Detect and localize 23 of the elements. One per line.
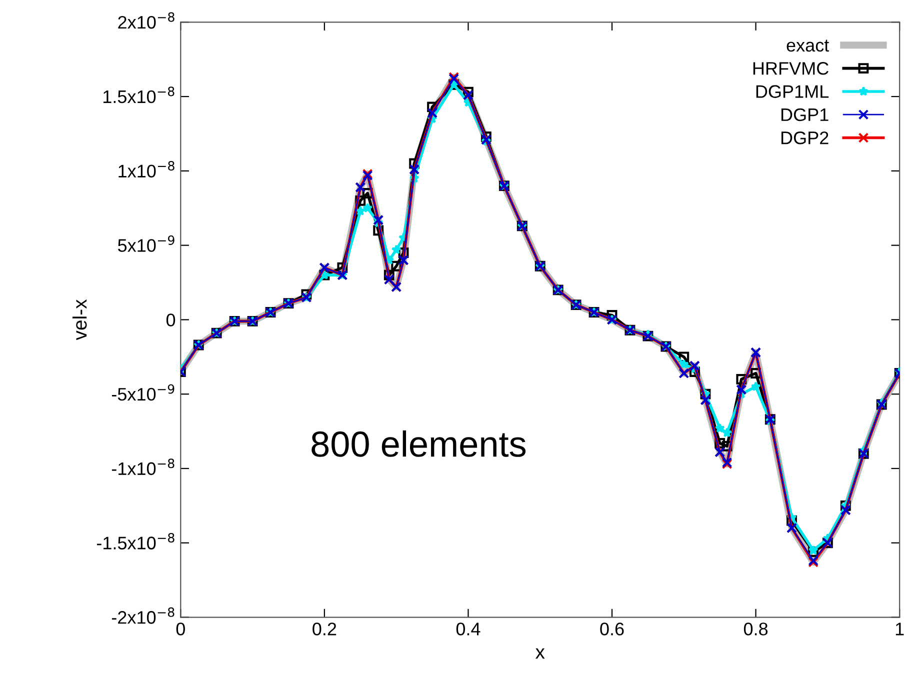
x-tick-label: 0.2 (312, 622, 336, 636)
y-tick-label: -5x10$^{−9}$ (112, 384, 174, 401)
y-tick-label: -1x10$^{−8}$ (112, 458, 174, 476)
legend-label: HRFVMC (753, 62, 828, 75)
x-tick-label: 0.8 (744, 622, 768, 636)
legend-label: exact (786, 40, 830, 52)
x-tick-label: 0.6 (600, 622, 624, 636)
annotation: 800 elements (312, 430, 526, 457)
x-tick-label: 0 (176, 622, 185, 636)
legend-label: DGP1 (781, 108, 828, 122)
y-tick-label: 0 (166, 314, 176, 326)
y-tick-label: -2x10$^{−8}$ (112, 607, 174, 624)
y-axis-title: vel-x (72, 299, 87, 340)
y-tick-label: 2x10$^{−8}$ (118, 12, 174, 29)
y-tick-label: 1.5x10$^{−8}$ (104, 86, 174, 104)
x-axis-title: x (535, 648, 545, 659)
y-tick-label: 5x10$^{−9}$ (118, 235, 174, 252)
y-tick-label: -1.5x10$^{−8}$ (96, 532, 174, 550)
x-tick-label: 1 (896, 622, 904, 636)
legend-label: DGP1ML (756, 85, 829, 98)
y-tick-label: 1x10$^{−8}$ (118, 161, 174, 178)
x-tick-label: 0.4 (456, 622, 480, 636)
legend-label: DGP2 (781, 131, 828, 144)
